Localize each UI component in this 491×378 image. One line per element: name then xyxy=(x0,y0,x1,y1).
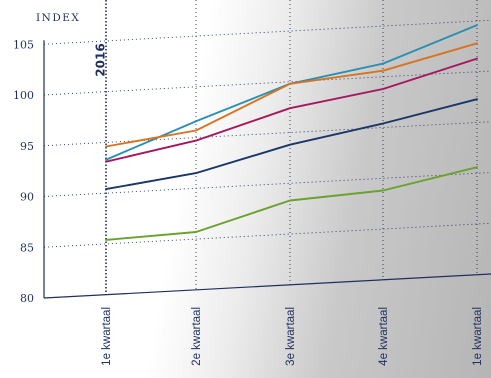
x-axis-line xyxy=(43,273,491,299)
series-group xyxy=(105,24,478,241)
y-tick-label: 80 xyxy=(20,292,34,305)
y-axis-title: INDEX xyxy=(36,12,80,24)
y-tick-label: 105 xyxy=(13,38,34,51)
gridline-y xyxy=(43,19,491,45)
y-tick-label: 95 xyxy=(20,140,34,153)
series-line-2 xyxy=(105,42,478,148)
y-tick-label: 100 xyxy=(13,89,34,102)
series-line-5 xyxy=(105,166,478,241)
series-line-3 xyxy=(105,57,478,163)
x-tick-label: 1e kwartaal xyxy=(472,307,484,366)
gridline-y xyxy=(43,172,491,197)
gridline-y xyxy=(43,121,491,147)
y-tick-label: 85 xyxy=(20,241,34,254)
gridline-y xyxy=(43,222,491,248)
x-tick-label: 1e kwartaal xyxy=(101,307,113,366)
year-marker-label: 2016 xyxy=(94,43,108,76)
series-line-1 xyxy=(105,24,478,161)
x-tick-label: 4e kwartaal xyxy=(378,307,390,366)
labels: INDEX 80 85 90 95 100 105 2016 1e kwartaal 2e kw… xyxy=(13,12,484,366)
y-tick-label: 90 xyxy=(20,191,34,204)
gridline-y xyxy=(43,70,491,96)
grid xyxy=(43,0,491,295)
axes xyxy=(43,40,491,299)
series-line-4 xyxy=(105,98,478,191)
x-tick-label: 2e kwartaal xyxy=(191,307,203,366)
x-tick-label: 3e kwartaal xyxy=(285,307,297,366)
